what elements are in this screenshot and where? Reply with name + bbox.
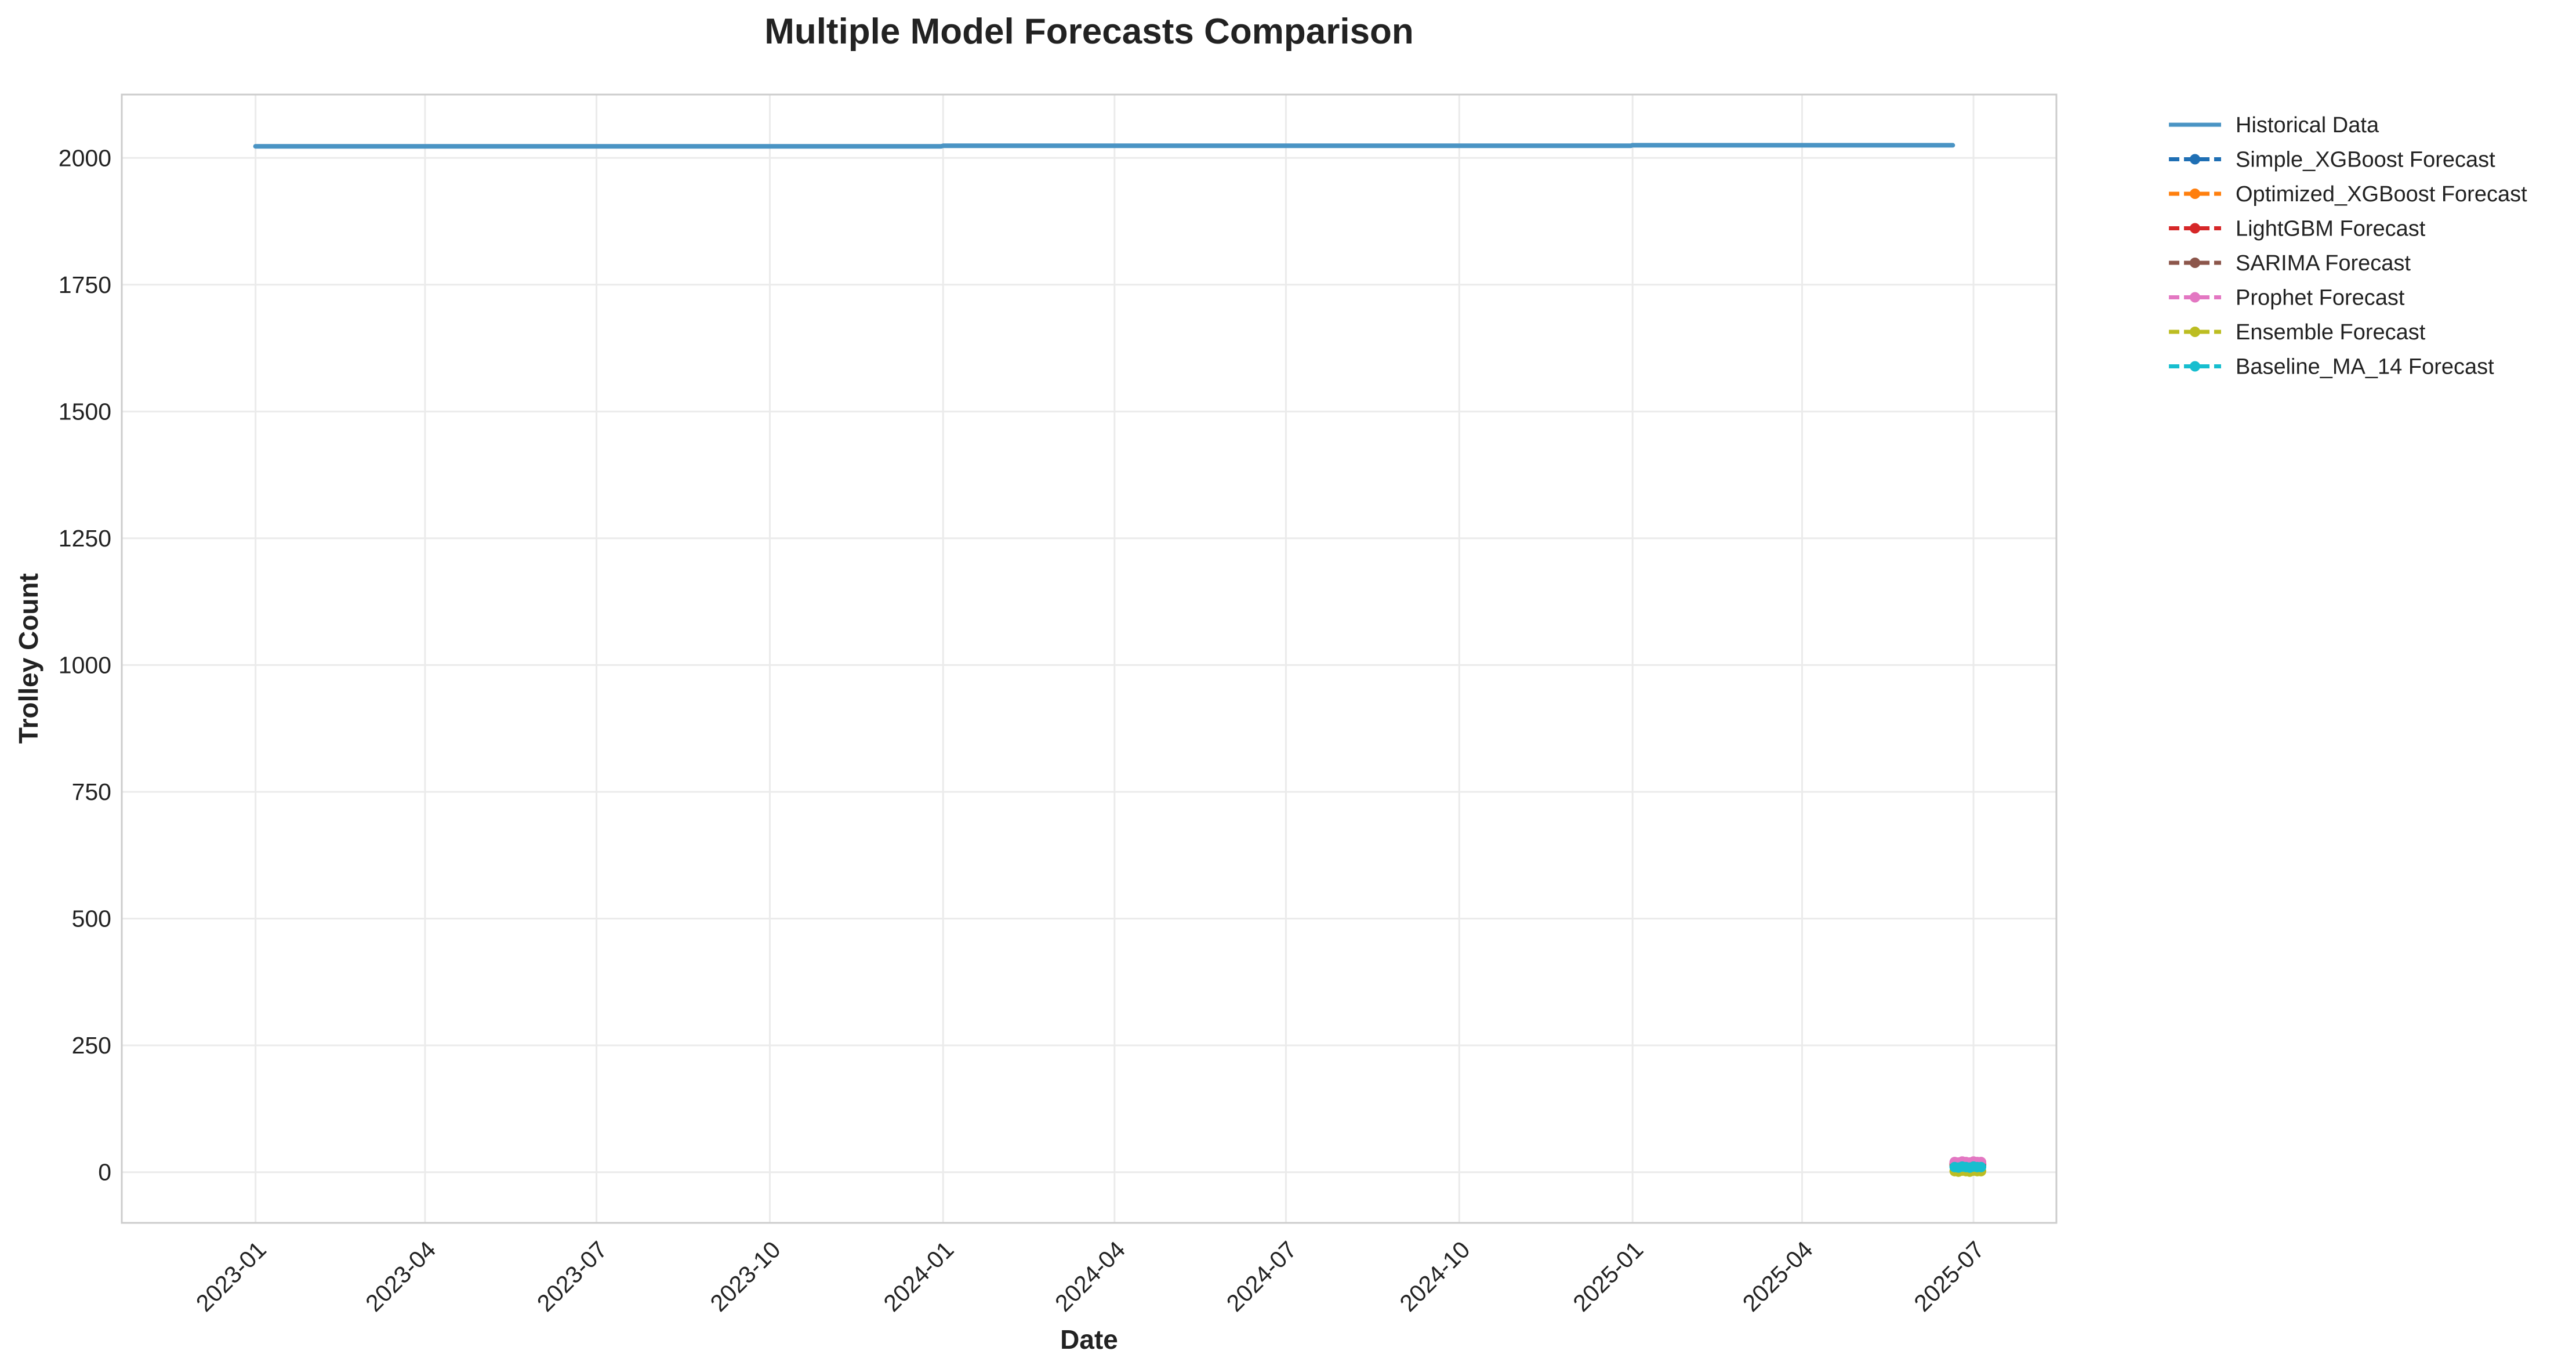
legend-label: Historical Data (2236, 113, 2379, 137)
legend-marker (2190, 327, 2200, 337)
y-tick-label: 1250 (59, 525, 111, 552)
legend-item: Prophet Forecast (2169, 286, 2405, 310)
grid (122, 95, 2056, 1223)
legend-item: SARIMA Forecast (2169, 251, 2411, 276)
legend-item: Optimized_XGBoost Forecast (2169, 182, 2527, 207)
legend-label: Optimized_XGBoost Forecast (2236, 182, 2527, 207)
series-line-historical-data (253, 143, 1955, 149)
legend-marker (2190, 189, 2200, 199)
legend-item: Simple_XGBoost Forecast (2169, 148, 2495, 172)
legend-item: LightGBM Forecast (2169, 217, 2426, 241)
y-axis-label: Trolley Count (13, 573, 43, 744)
legend-label: Baseline_MA_14 Forecast (2236, 355, 2494, 379)
legend-label: LightGBM Forecast (2236, 217, 2426, 241)
y-tick-label: 500 (72, 906, 111, 932)
y-tick-label: 0 (98, 1159, 111, 1186)
legend: Historical Data Simple_XGBoost Forecast Op… (2169, 113, 2527, 379)
plot-area-frame (121, 93, 2058, 1224)
series-layer (253, 143, 1987, 1177)
chart-title: Multiple Model Forecasts Comparison (764, 12, 1414, 52)
y-tick-label: 250 (72, 1032, 111, 1059)
legend-marker (2190, 292, 2200, 303)
legend-label: Ensemble Forecast (2236, 320, 2426, 345)
legend-marker (2190, 258, 2200, 268)
y-tick-label: 1500 (59, 398, 111, 425)
series-historical-data (253, 143, 1955, 149)
legend-label: SARIMA Forecast (2236, 251, 2411, 276)
legend-marker (2190, 223, 2200, 234)
y-tick-label: 1750 (59, 271, 111, 298)
legend-marker (2190, 154, 2200, 165)
y-tick-label: 2000 (59, 144, 111, 171)
data-point (1976, 1161, 1987, 1172)
legend-marker (2190, 361, 2200, 372)
x-axis-label: Date (1060, 1324, 1118, 1355)
legend-item: Baseline_MA_14 Forecast (2169, 355, 2494, 379)
legend-item: Ensemble Forecast (2169, 320, 2426, 345)
legend-label: Simple_XGBoost Forecast (2236, 148, 2495, 172)
y-tick-label: 1000 (59, 651, 111, 678)
legend-label: Prophet Forecast (2236, 286, 2405, 310)
y-tick-label: 750 (72, 779, 111, 805)
legend-item: Historical Data (2169, 113, 2379, 137)
series-baseline-ma-14-forecast (1949, 1161, 1987, 1173)
